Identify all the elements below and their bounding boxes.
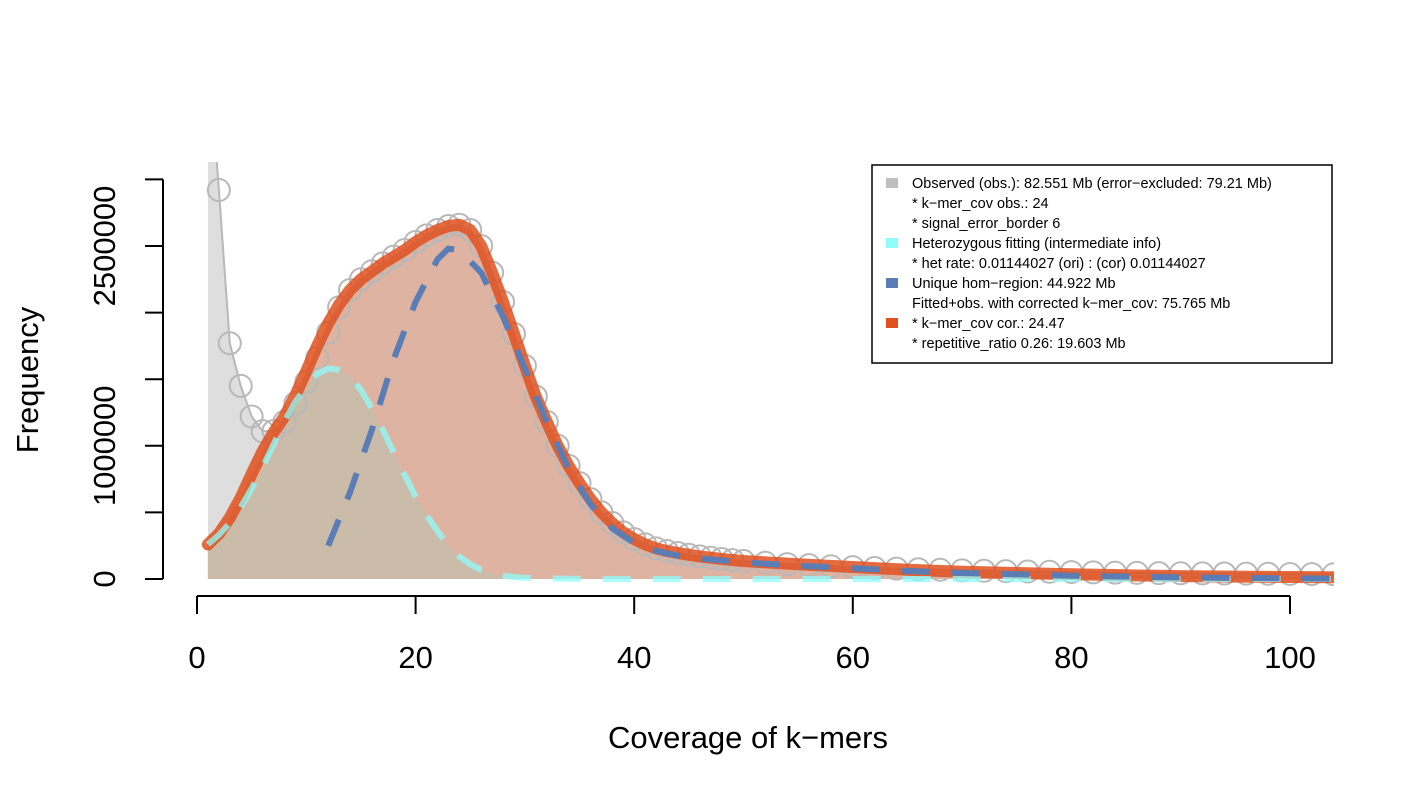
x-tick-label: 100 (1264, 640, 1316, 675)
observed-point (197, 35, 219, 57)
line-layer (201, 218, 1334, 584)
legend-entry: * repetitive_ratio 0.26: 19.603 Mb (912, 336, 1126, 352)
legend-entry: * signal_error_border 6 (912, 216, 1060, 232)
legend: Observed (obs.): 82.551 Mb (error−exclud… (871, 164, 1333, 364)
fitted-area (207, 224, 1334, 579)
legend-swatch (886, 178, 898, 188)
legend-entry: * k−mer_cov cor.: 24.47 (912, 316, 1065, 332)
observed-point (228, 373, 253, 398)
legend-entry: * k−mer_cov obs.: 24 (912, 196, 1049, 212)
legend-swatch (886, 238, 898, 248)
unique-hom-line (325, 245, 1334, 582)
x-tick-label: 60 (836, 640, 870, 675)
legend-entry: Unique hom−region: 44.922 Mb (912, 276, 1116, 292)
x-tick-label: 20 (398, 640, 432, 675)
legend-entry: * het rate: 0.01144027 (ori) : (cor) 0.0… (912, 256, 1206, 272)
legend-swatch (886, 278, 898, 288)
x-axis-title: Coverage of k−mers (608, 720, 888, 755)
legend-entry: Observed (obs.): 82.551 Mb (error−exclud… (912, 176, 1272, 192)
y-tick-label: 1000000 (87, 385, 122, 506)
x-tick-label: 0 (188, 640, 205, 675)
legend-box (871, 164, 1333, 364)
axes-layer: 0 20 40 60 80 100 0 1000000 2500000 Coverage of k… (10, 178, 1316, 755)
observed-point (217, 331, 242, 356)
x-tick-label: 80 (1054, 640, 1088, 675)
legend-swatch (886, 318, 898, 328)
x-tick-label: 40 (617, 640, 651, 675)
observed-point (206, 178, 231, 203)
heterozygous-line (205, 365, 1334, 582)
legend-entry: Fitted+obs. with corrected k−mer_cov: 75… (912, 296, 1230, 312)
heterozygous-area (207, 368, 1334, 579)
y-tick-label: 2500000 (87, 186, 122, 307)
y-axis-title: Frequency (10, 306, 45, 453)
y-tick-label: 0 (87, 570, 122, 587)
legend-entry: Heterozygous fitting (intermediate info) (912, 236, 1161, 252)
